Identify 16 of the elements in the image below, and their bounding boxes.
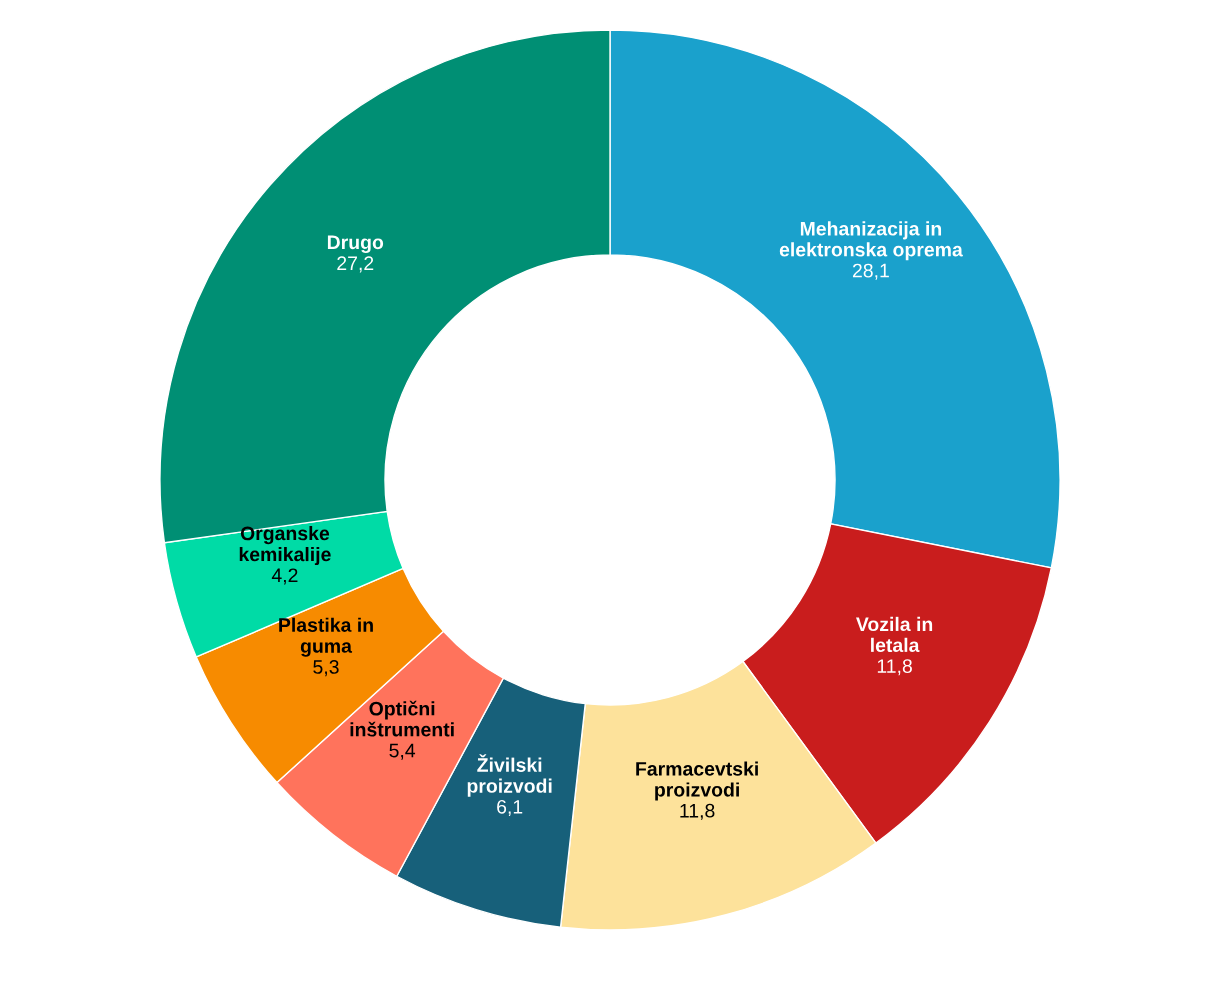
slice-label: Mehanizacija in elektronska oprema — [779, 221, 963, 261]
slice-label: Živilski proizvodi — [467, 754, 552, 797]
slice-label: Vozila in letala — [855, 616, 933, 653]
data-label: 28,1 — [852, 263, 889, 280]
data-label: 5,4 — [389, 743, 416, 760]
data-label: 6,1 — [497, 799, 523, 817]
data-label: 5,3 — [313, 660, 339, 677]
slice-label: Plastika in guma — [279, 617, 373, 657]
data-label: 11,8 — [680, 803, 715, 820]
data-label: 11,8 — [877, 659, 912, 676]
data-label: 4,2 — [271, 568, 298, 585]
slice-label: Farmacevtski proizvodi — [636, 761, 758, 801]
slice-label: Organske kemikalije — [239, 525, 331, 566]
data-label: 27,2 — [337, 256, 374, 273]
slice-label: Drugo — [327, 235, 384, 254]
slice-label: Optični inštrumenti — [350, 700, 454, 737]
